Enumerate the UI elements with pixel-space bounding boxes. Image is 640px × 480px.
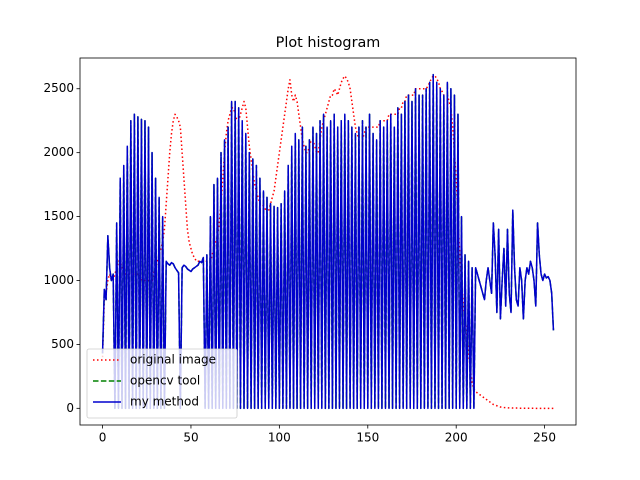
plot-frame — [79, 57, 577, 426]
legend-box — [86, 348, 238, 419]
line-series — [101, 75, 554, 410]
x-tick-label: 200 — [445, 431, 468, 445]
x-tick-label: 50 — [183, 431, 198, 445]
chart-title: Plot histogram — [276, 35, 381, 51]
y-tick-label: 2000 — [43, 145, 74, 159]
y-tick-label: 1500 — [43, 209, 74, 223]
line-series — [101, 73, 555, 410]
x-tick-label: 100 — [268, 431, 291, 445]
y-tick-label: 1000 — [43, 273, 74, 287]
y-tick-label: 500 — [51, 337, 74, 351]
x-tick-label: 0 — [99, 431, 107, 445]
x-tick-label: 150 — [356, 431, 379, 445]
y-tick-label: 2500 — [43, 81, 74, 95]
x-tick-label: 250 — [533, 431, 556, 445]
y-tick-label: 0 — [66, 401, 74, 415]
legend-label: original image — [130, 353, 216, 367]
legend-label: opencv tool — [130, 374, 200, 388]
legend-label: my method — [130, 395, 199, 409]
